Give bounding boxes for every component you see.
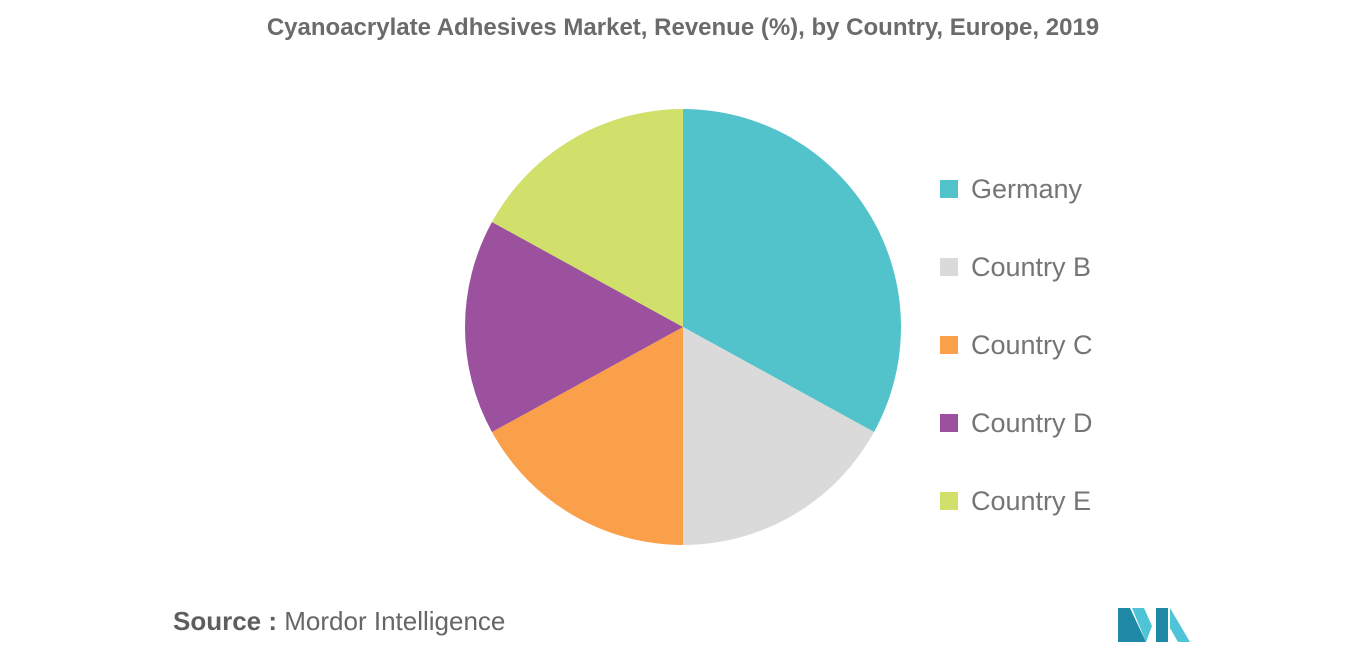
legend-label: Country E [971,485,1092,516]
pie-slice-country-b [683,327,875,545]
pie-slice-germany [683,109,901,433]
legend-item-country-b: Country B [940,228,1093,306]
legend-swatch [940,336,958,354]
legend-label: Country B [971,251,1092,282]
legend-label: Country D [971,407,1093,438]
logo-shape-1 [1118,608,1146,642]
legend-item-germany: Germany [940,150,1093,228]
chart-legend: Germany Country B Country C Country D Co… [940,150,1093,540]
logo-shape-4 [1170,608,1190,642]
legend-label: Country C [971,329,1093,360]
legend-item-country-e: Country E [940,462,1093,540]
source-note: Source : Mordor Intelligence [173,606,505,637]
pie-slice-country-d [465,221,683,433]
legend-item-country-c: Country C [940,306,1093,384]
legend-swatch [940,180,958,198]
source-key: Source : [173,606,278,636]
source-value: Mordor Intelligence [284,606,506,636]
logo-shape-3 [1156,608,1168,642]
logo-shape-2 [1132,608,1152,642]
legend-item-country-d: Country D [940,384,1093,462]
legend-label: Germany [971,173,1083,204]
legend-swatch [940,414,958,432]
legend-swatch [940,258,958,276]
pie-slice-country-e [491,109,683,327]
pie-slice-country-c [491,327,683,545]
mordor-intelligence-logo [1118,608,1190,642]
chart-title: Cyanoacrylate Adhesives Market, Revenue … [266,14,1100,41]
legend-swatch [940,492,958,510]
